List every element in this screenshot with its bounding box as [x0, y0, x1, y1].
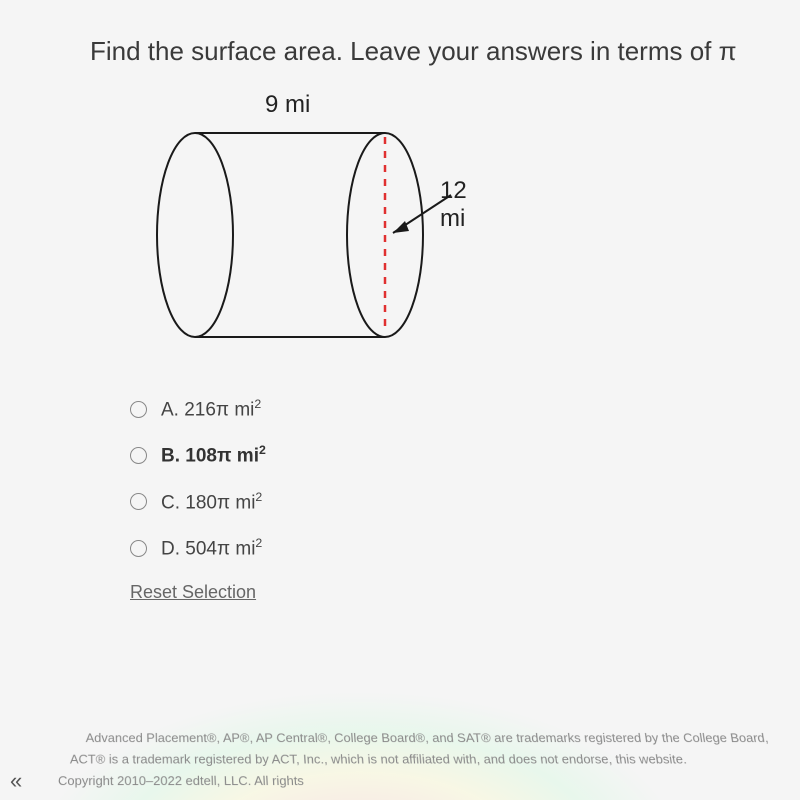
radio-icon [130, 540, 147, 557]
radio-icon [130, 493, 147, 510]
option-label: C. 180π mi2 [161, 490, 262, 514]
cylinder-svg [153, 125, 493, 355]
length-label: 9 mi [265, 91, 310, 119]
prev-chevron-icon[interactable]: « [10, 768, 16, 794]
radio-icon [130, 401, 147, 418]
option-b[interactable]: B. 108π mi2 [130, 443, 740, 467]
option-label: B. 108π mi2 [161, 443, 266, 467]
footer-line-2: ACT® is a trademark registered by ACT, I… [70, 749, 796, 771]
cylinder-figure: 9 mi 12 mi [150, 97, 490, 357]
footer-line-1: Advanced Placement®, AP®, AP Central®, C… [86, 727, 793, 748]
footer-line-3: Copyright 2010–2022 edtell, LLC. All rig… [58, 770, 800, 792]
question-prompt: Find the surface area. Leave your answer… [90, 36, 740, 67]
answer-options: A. 216π mi2 B. 108π mi2 C. 180π mi2 D. 5… [130, 397, 740, 560]
footer-disclaimer: Advanced Placement®, AP®, AP Central®, C… [60, 727, 800, 792]
reset-selection-link[interactable]: Reset Selection [130, 582, 740, 603]
option-a[interactable]: A. 216π mi2 [130, 397, 740, 421]
option-label: A. 216π mi2 [161, 397, 261, 421]
option-d[interactable]: D. 504π mi2 [130, 536, 740, 560]
option-label: D. 504π mi2 [161, 536, 262, 560]
option-c[interactable]: C. 180π mi2 [130, 490, 740, 514]
radio-icon [130, 447, 147, 464]
